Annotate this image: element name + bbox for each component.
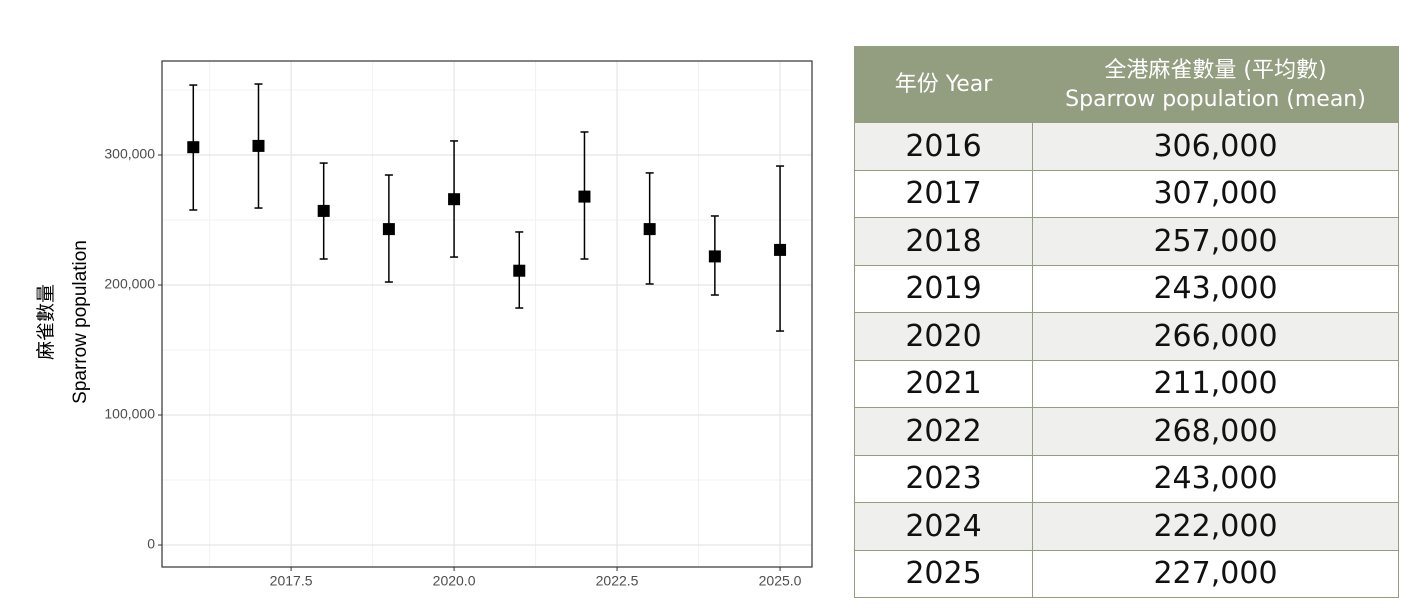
point <box>317 204 330 217</box>
table-row: 2022 268,000 <box>854 407 1399 456</box>
table-cell: 2021 <box>854 359 1033 408</box>
x-tick-label: 2017.5 <box>270 573 313 589</box>
data-table: 年份 Year 全港麻雀數量 (平均數) Sparrow population (m… <box>854 46 1399 598</box>
table-cell: 307,000 <box>1032 169 1399 218</box>
table-cell: 2017 <box>854 169 1033 218</box>
header-text: Sparrow population (mean) <box>1065 86 1366 112</box>
table-row: 2018 257,000 <box>854 217 1399 266</box>
point <box>187 141 200 154</box>
table-cell: 2024 <box>854 502 1033 551</box>
table-row: 2020 266,000 <box>854 312 1399 361</box>
header-cell: 全港麻雀數量 (平均數) Sparrow population (mean) <box>1032 46 1399 123</box>
y-tick-label: 200,000 <box>104 276 155 292</box>
y-axis-label: Sparrow population <box>70 240 91 404</box>
table-row: 2023 243,000 <box>854 454 1399 503</box>
y-axis-label: 麻雀數量 <box>35 284 57 360</box>
table-row: 2016 306,000 <box>854 122 1399 171</box>
table-cell: 222,000 <box>1032 502 1399 551</box>
table-cell: 2020 <box>854 312 1033 361</box>
point <box>708 250 721 263</box>
table-cell: 2025 <box>854 549 1033 598</box>
table-cell: 2019 <box>854 264 1033 313</box>
table-row: 2017 307,000 <box>854 169 1399 218</box>
x-tick-label: 2025.0 <box>759 573 802 589</box>
table-cell: 243,000 <box>1032 454 1399 503</box>
header-cell: 年份 Year <box>854 46 1033 123</box>
point <box>774 243 787 256</box>
plot-border <box>161 60 813 568</box>
x-tick-label: 2020.0 <box>433 573 476 589</box>
x-tick-label: 2022.5 <box>596 573 639 589</box>
header-text: 年份 Year <box>894 72 993 97</box>
table-row: 2019 243,000 <box>854 264 1399 313</box>
point <box>578 190 591 203</box>
table-cell: 2022 <box>854 407 1033 456</box>
table-cell: 2023 <box>854 454 1033 503</box>
table-cell: 257,000 <box>1032 217 1399 266</box>
point <box>513 264 526 277</box>
y-tick-label: 0 <box>147 536 155 552</box>
point <box>252 139 265 152</box>
y-tick-label: 100,000 <box>104 406 155 422</box>
y-tick-label: 300,000 <box>104 146 155 162</box>
table-cell: 306,000 <box>1032 122 1399 171</box>
table-cell: 2018 <box>854 217 1033 266</box>
point <box>643 223 656 236</box>
table-row: 2021 211,000 <box>854 359 1399 408</box>
table-cell: 2016 <box>854 122 1033 171</box>
table-row: 2025 227,000 <box>854 549 1399 598</box>
table-row: 2024 222,000 <box>854 502 1399 551</box>
table-cell: 227,000 <box>1032 549 1399 598</box>
table-cell: 266,000 <box>1032 312 1399 361</box>
chart: 0 100,000 200,000 300,000 2017.5 2020.0 2022.5… <box>35 60 813 589</box>
table-cell: 211,000 <box>1032 359 1399 408</box>
table-cell: 243,000 <box>1032 264 1399 313</box>
point <box>382 223 395 236</box>
header-text: 全港麻雀數量 (平均數) <box>1104 57 1327 83</box>
point <box>448 193 461 206</box>
table-cell: 268,000 <box>1032 407 1399 456</box>
